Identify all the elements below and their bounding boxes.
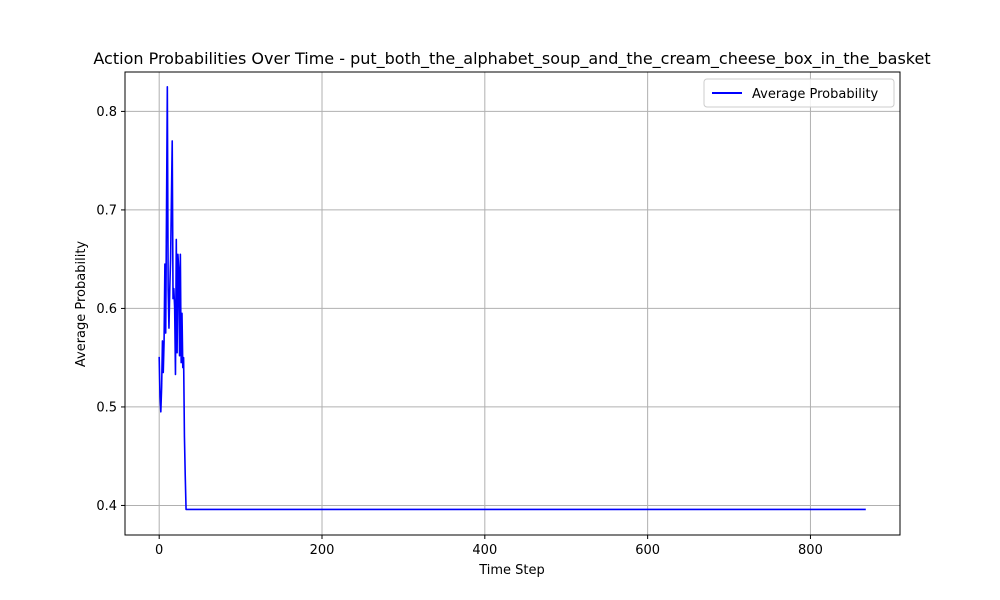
series-layer [158, 85, 866, 511]
y-tick-label: 0.7 [96, 203, 117, 218]
x-axis-label: Time Step [478, 563, 545, 578]
y-axis-label: Average Probability [74, 241, 89, 368]
axis-ticks: 0 200 400 600 800 0.4 0.5 0.6 0.7 0.8 [96, 105, 823, 558]
y-tick-label: 0.6 [96, 302, 117, 317]
series-line-average-probability [158, 85, 866, 511]
x-tick-label: 0 [155, 543, 163, 558]
y-tick-label: 0.5 [96, 400, 117, 415]
x-tick-label: 400 [472, 543, 497, 558]
plot-frame [124, 71, 901, 536]
grid-lines [125, 72, 900, 535]
x-tick-label: 800 [798, 543, 823, 558]
legend-entry-average-probability: Average Probability [752, 87, 879, 102]
y-tick-label: 0.8 [96, 105, 117, 120]
chart-title: Action Probabilities Over Time - put_bot… [93, 49, 930, 69]
y-tick-label: 0.4 [96, 499, 117, 514]
legend-box [703, 78, 895, 108]
x-tick-label: 200 [310, 543, 335, 558]
legend: Average Probability [703, 78, 895, 108]
x-tick-label: 600 [635, 543, 660, 558]
